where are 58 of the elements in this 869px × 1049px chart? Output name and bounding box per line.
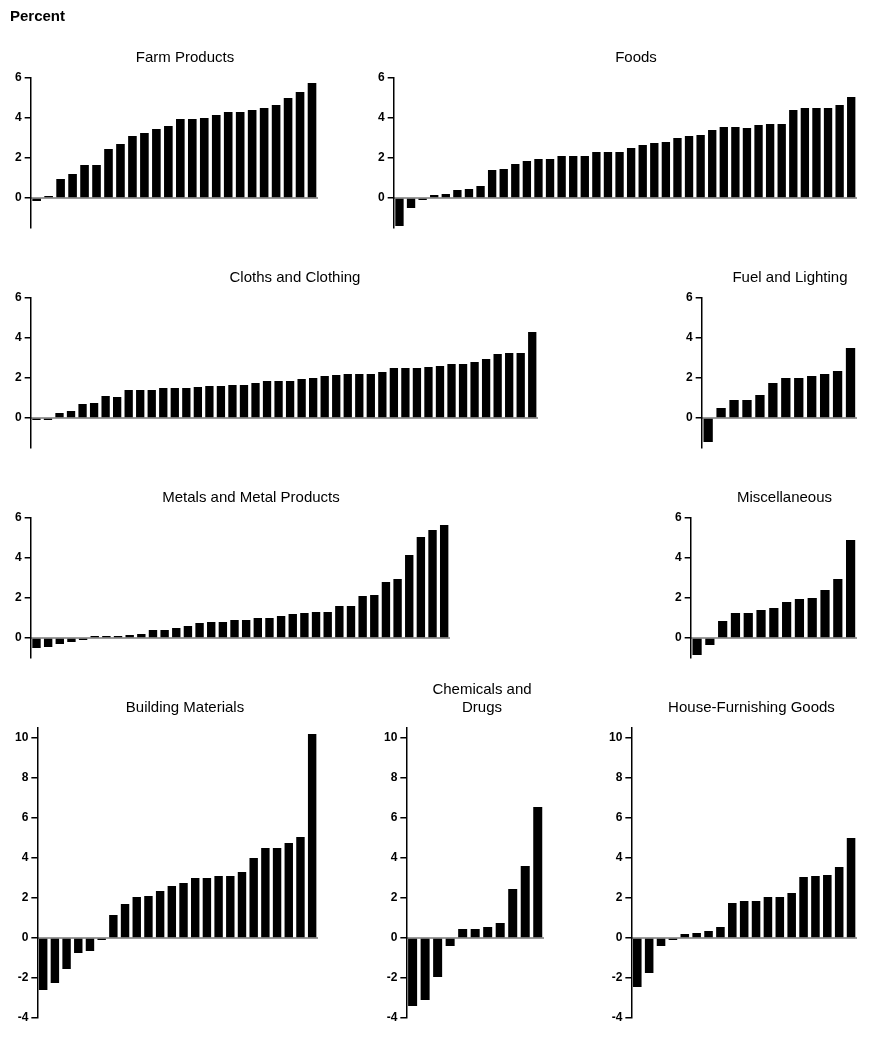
- chart-title: Metals and Metal Products: [161, 487, 341, 506]
- chart-title: Cloths and Clothing: [228, 267, 362, 286]
- y-tick-label: 4: [14, 110, 22, 125]
- y-tick-label: 0: [615, 930, 623, 945]
- y-tick-label: 4: [390, 850, 398, 865]
- y-tick-label: 2: [674, 590, 682, 605]
- y-tick-label: 0: [14, 410, 22, 425]
- y-tick-label: 2: [21, 890, 29, 905]
- y-tick-label: 6: [14, 510, 22, 525]
- y-tick-label: 6: [390, 810, 398, 825]
- y-tick-label: 6: [685, 290, 693, 305]
- y-tick-label: -2: [386, 970, 398, 985]
- y-tick-label: 6: [674, 510, 682, 525]
- y-tick-label: 4: [21, 850, 29, 865]
- y-tick-label: 0: [14, 190, 22, 205]
- y-tick-label: -2: [17, 970, 29, 985]
- chart-title: Farm Products: [134, 47, 236, 66]
- y-tick-label: 8: [390, 770, 398, 785]
- y-tick-label: 6: [14, 290, 22, 305]
- y-tick-label: 0: [21, 930, 29, 945]
- y-tick-label: 4: [14, 330, 22, 345]
- y-tick-label: 0: [377, 190, 385, 205]
- chart-title: Miscellaneous: [735, 487, 833, 506]
- y-tick-label: 10: [608, 730, 623, 745]
- y-tick-label: 2: [377, 150, 385, 165]
- y-tick-label: 4: [377, 110, 385, 125]
- y-tick-label: 6: [21, 810, 29, 825]
- y-tick-label: 2: [615, 890, 623, 905]
- y-tick-label: 0: [390, 930, 398, 945]
- y-tick-label: 2: [390, 890, 398, 905]
- y-tick-label: 8: [21, 770, 29, 785]
- y-tick-label: 4: [615, 850, 623, 865]
- y-tick-label: 10: [383, 730, 398, 745]
- y-tick-label: 4: [685, 330, 693, 345]
- y-tick-label: 0: [674, 630, 682, 645]
- y-tick-label: 2: [14, 150, 22, 165]
- y-axis-title: Percent: [10, 6, 67, 26]
- chart-title: Building Materials: [124, 697, 246, 716]
- y-tick-label: 0: [685, 410, 693, 425]
- y-tick-label: 0: [14, 630, 22, 645]
- y-tick-label: -4: [611, 1010, 623, 1025]
- chart-title: Chemicals and Drugs: [431, 679, 533, 716]
- chart-title: Foods: [614, 47, 658, 66]
- y-tick-label: 2: [685, 370, 693, 385]
- y-tick-label: 6: [14, 70, 22, 85]
- y-tick-label: -4: [17, 1010, 29, 1025]
- y-tick-label: 6: [377, 70, 385, 85]
- y-tick-label: 2: [14, 370, 22, 385]
- y-tick-label: -4: [386, 1010, 398, 1025]
- y-tick-label: 2: [14, 590, 22, 605]
- chart-title: Fuel and Lighting: [731, 267, 849, 286]
- y-tick-label: 8: [615, 770, 623, 785]
- y-tick-label: 6: [615, 810, 623, 825]
- chart-title: House-Furnishing Goods: [667, 697, 836, 716]
- y-tick-label: 4: [14, 550, 22, 565]
- y-tick-label: 4: [674, 550, 682, 565]
- y-tick-label: 10: [14, 730, 29, 745]
- y-tick-label: -2: [611, 970, 623, 985]
